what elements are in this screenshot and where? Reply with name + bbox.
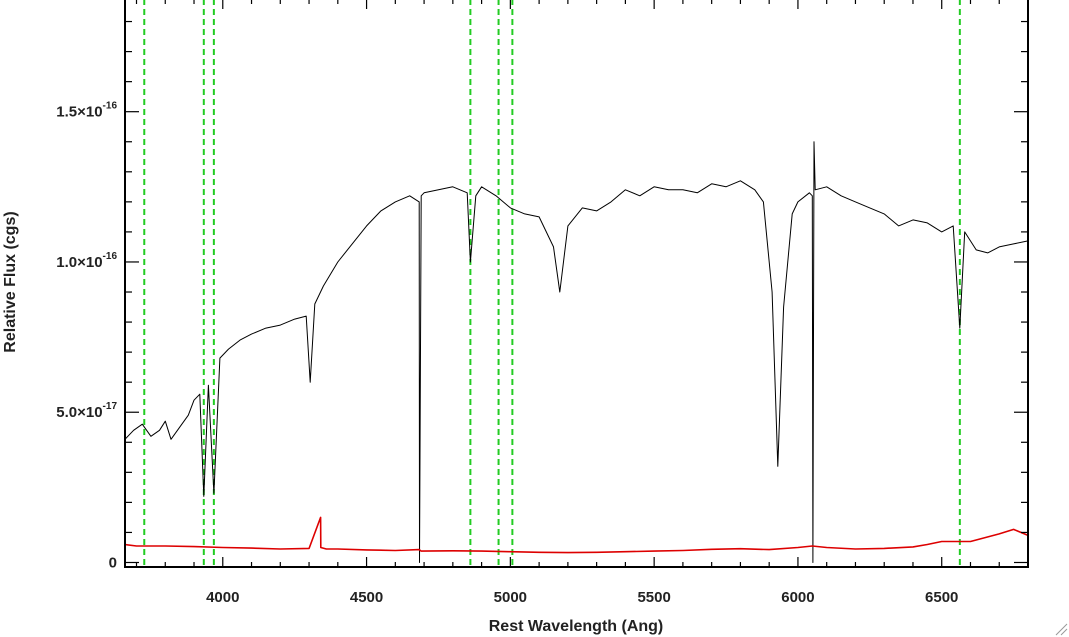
x-tick-label: 6500 [925, 589, 958, 606]
y-tick-label: 0 [109, 554, 117, 571]
emission-line-markers [143, 0, 961, 567]
axis-ticks [125, 0, 1029, 567]
y-tick-label: 5.0×10-17 [56, 401, 117, 421]
y-tick-labels: 0 5.0×10-17 1.0×10-16 1.5×10-16 [56, 101, 117, 572]
x-tick-label: 4000 [206, 589, 239, 606]
spectrum-series [124, 141, 1029, 563]
plot-frame [124, 0, 1029, 568]
flux-series-line [124, 141, 1029, 563]
x-tick-labels: 4000 4500 5000 5500 6000 6500 [206, 589, 958, 606]
resize-grip-icon[interactable] [1055, 623, 1068, 636]
x-tick-label: 4500 [350, 589, 383, 606]
y-tick-label: 1.0×10-16 [56, 251, 117, 271]
x-tick-label: 5000 [494, 589, 527, 606]
x-axis-title: Rest Wavelength (Ang) [489, 618, 664, 635]
x-tick-label: 6000 [781, 589, 814, 606]
y-tick-label: 1.5×10-16 [56, 101, 117, 121]
error-series-line [124, 516, 1029, 554]
y-axis-title: Relative Flux (cgs) [2, 211, 19, 352]
x-tick-label: 5500 [637, 589, 670, 606]
